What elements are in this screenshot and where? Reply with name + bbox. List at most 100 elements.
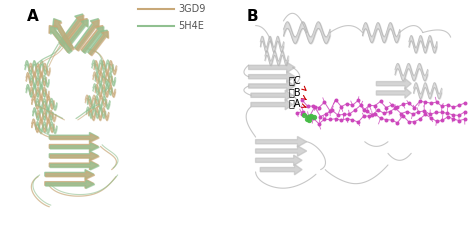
Point — [305, 116, 313, 119]
Point — [388, 118, 395, 122]
FancyArrow shape — [376, 88, 411, 98]
FancyArrow shape — [88, 30, 108, 55]
Point — [354, 120, 362, 124]
Point — [349, 103, 356, 107]
Text: B: B — [246, 9, 258, 24]
Point — [383, 118, 390, 122]
FancyArrow shape — [49, 142, 98, 151]
Point — [304, 115, 311, 119]
Point — [349, 118, 356, 122]
Point — [301, 113, 308, 117]
Point — [449, 113, 457, 117]
Point — [304, 104, 311, 108]
FancyArrow shape — [60, 15, 84, 46]
Point — [455, 119, 463, 123]
Point — [300, 110, 307, 114]
Point — [293, 111, 301, 115]
Point — [399, 114, 407, 118]
Point — [444, 115, 452, 119]
Point — [369, 113, 376, 117]
Point — [444, 103, 452, 107]
Point — [315, 106, 323, 109]
Point — [328, 108, 336, 112]
Point — [298, 112, 306, 115]
Point — [371, 112, 379, 116]
Point — [337, 118, 345, 122]
Text: 链C: 链C — [288, 75, 306, 90]
Point — [415, 110, 422, 114]
Point — [380, 111, 388, 115]
Point — [298, 98, 306, 102]
Point — [374, 108, 382, 112]
Text: 3GD9: 3GD9 — [179, 4, 206, 14]
Point — [427, 116, 435, 120]
Point — [334, 113, 342, 117]
FancyArrow shape — [45, 170, 94, 179]
FancyArrow shape — [251, 90, 293, 100]
FancyArrow shape — [255, 155, 302, 165]
Text: 链B: 链B — [288, 87, 306, 100]
Point — [321, 100, 328, 104]
Point — [317, 115, 324, 118]
Point — [343, 102, 351, 105]
Point — [410, 106, 418, 109]
Point — [421, 113, 429, 116]
FancyArrow shape — [74, 19, 98, 50]
Point — [403, 109, 411, 113]
Point — [371, 104, 379, 108]
Point — [392, 106, 399, 110]
FancyArrow shape — [50, 134, 99, 142]
Point — [416, 117, 424, 121]
Point — [450, 117, 457, 121]
FancyArrow shape — [50, 143, 99, 151]
FancyArrow shape — [49, 132, 98, 142]
Point — [346, 112, 353, 116]
Point — [405, 120, 412, 123]
Point — [310, 115, 318, 119]
Point — [438, 105, 446, 108]
Point — [351, 108, 359, 112]
Point — [420, 109, 428, 113]
Point — [426, 112, 434, 116]
Text: A: A — [27, 9, 39, 24]
FancyArrow shape — [53, 19, 73, 50]
Point — [409, 112, 417, 116]
Point — [303, 117, 310, 120]
Point — [360, 108, 367, 112]
Point — [332, 98, 339, 102]
Point — [311, 105, 319, 109]
FancyArrow shape — [255, 146, 307, 156]
Point — [461, 117, 468, 121]
Point — [383, 106, 390, 109]
Point — [444, 111, 451, 115]
Point — [326, 109, 334, 113]
Point — [399, 103, 407, 106]
FancyArrow shape — [376, 78, 411, 89]
Point — [461, 101, 468, 105]
FancyArrow shape — [89, 32, 109, 56]
Point — [305, 115, 313, 119]
FancyArrow shape — [49, 160, 98, 170]
Point — [438, 110, 446, 114]
Point — [343, 117, 351, 121]
FancyArrow shape — [65, 19, 87, 46]
Point — [397, 112, 405, 115]
FancyArrow shape — [50, 162, 99, 170]
Point — [455, 114, 463, 117]
Point — [393, 105, 401, 109]
Point — [363, 109, 370, 113]
FancyArrow shape — [50, 27, 72, 54]
FancyArrow shape — [255, 137, 307, 147]
FancyArrow shape — [81, 26, 103, 52]
FancyArrow shape — [55, 20, 74, 51]
FancyArrow shape — [260, 164, 302, 175]
FancyArrow shape — [49, 151, 98, 160]
Point — [386, 110, 393, 114]
Point — [321, 117, 328, 121]
Point — [310, 104, 317, 108]
Point — [450, 105, 457, 109]
Point — [416, 100, 424, 103]
Point — [405, 101, 412, 105]
Point — [326, 118, 334, 121]
FancyArrow shape — [45, 179, 94, 188]
